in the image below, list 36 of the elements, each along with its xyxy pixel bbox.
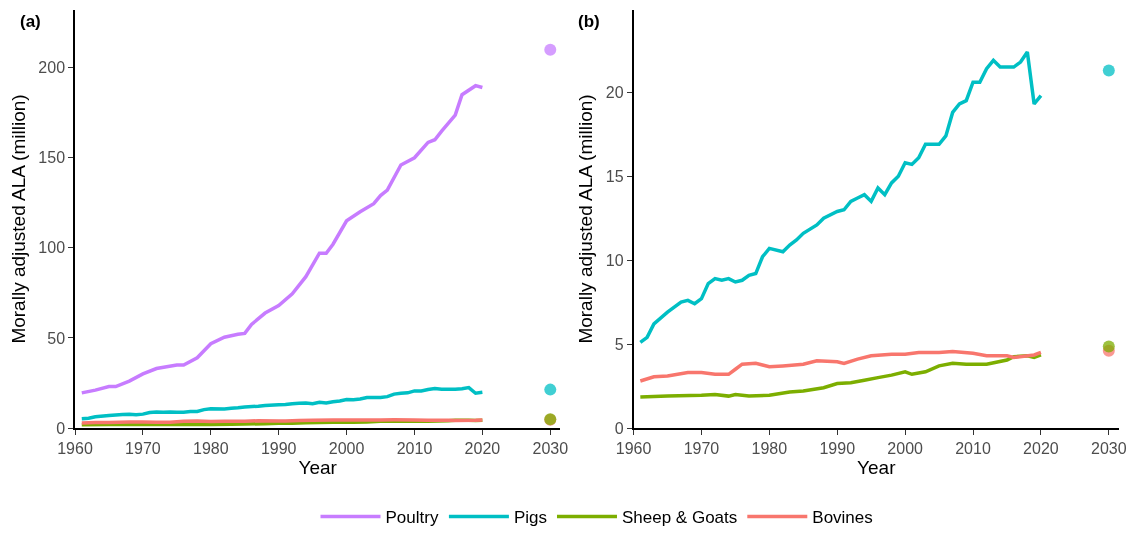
x-tick-label: 1960 [57,439,93,457]
y-tick-label: 10 [605,251,624,269]
x-tick-label: 2020 [464,439,501,457]
y-tick-label: 15 [605,167,624,185]
y-axis-title: Morally adjusted ALA (million) [575,94,597,344]
x-tick-label: 2010 [396,439,433,457]
x-axis-title: Year [298,456,338,478]
legend-label: Sheep & Goats [621,508,738,528]
y-tick-label: 150 [38,149,66,167]
x-tick-label: 1970 [125,439,161,457]
x-tick-label: 1980 [192,439,229,457]
y-axis-title: Morally adjusted ALA (million) [7,94,29,344]
y-tick-label: 200 [38,59,66,77]
x-tick-label: 1980 [751,439,788,457]
x-tick-label: 2020 [1023,439,1059,457]
chart-title: (b) [578,12,600,31]
y-tick-label: 0 [614,419,624,437]
x-tick-label: 2010 [955,439,991,457]
legend-label: Poultry [385,508,439,528]
x-axis-title: Year [857,456,897,478]
x-tick-label: 2030 [1091,439,1127,457]
legend-label: Pigs [513,508,547,528]
y-tick-label: 0 [56,419,66,437]
y-tick-label: 100 [38,239,66,257]
y-tick-label: 20 [605,83,624,101]
chart-title: (a) [20,12,41,31]
x-tick-label: 2000 [887,439,924,457]
y-tick-label: 5 [614,335,624,353]
x-tick-label: 1990 [260,439,297,457]
x-tick-label: 2030 [532,439,569,457]
x-tick-label: 1990 [819,439,856,457]
x-tick-label: 1970 [683,439,720,457]
x-tick-label: 1960 [615,439,652,457]
y-tick-label: 50 [47,329,66,347]
legend-label: Bovines [812,508,873,528]
x-tick-label: 2000 [328,439,365,457]
